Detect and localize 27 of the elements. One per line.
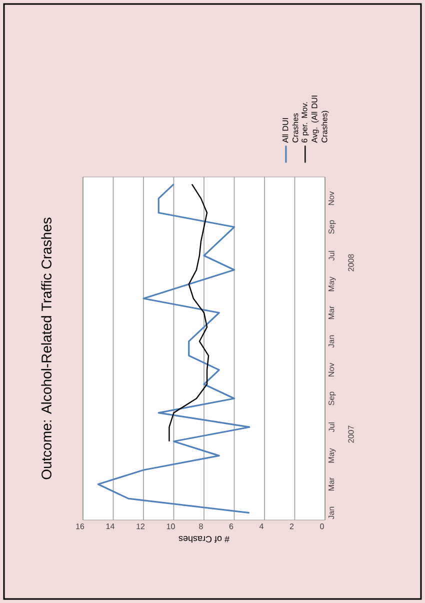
- y-tick-label: Sep: [328, 220, 336, 234]
- y-tick-label: Mar: [328, 306, 334, 319]
- y-tick-label: Jan: [328, 335, 334, 348]
- text: Outcome: Alcohol-Related Traffic Crashes: [41, 218, 52, 480]
- x-tick-label: 14: [106, 524, 114, 530]
- text: 6 per. Mov. Avg. (All DUI Crashes): [302, 96, 329, 143]
- y-tick-label: Sep: [328, 392, 336, 406]
- x-tick-label: 2: [290, 524, 294, 530]
- x-tick-label: 6: [229, 524, 234, 530]
- text: All DUI Crashes: [282, 113, 298, 143]
- x-tick-label: 12: [136, 524, 145, 530]
- y-tick-label: Mar: [328, 478, 334, 490]
- text: 2007: [348, 426, 354, 443]
- text: 2008: [348, 254, 354, 272]
- y-tick-label: Jan: [328, 506, 334, 520]
- x-tick-label: 4: [259, 524, 264, 530]
- y-tick-label: Nov: [328, 191, 334, 205]
- y-tick-label: May: [328, 276, 336, 292]
- x-tick-label: 8: [199, 524, 203, 530]
- x-tick-label: 10: [166, 524, 175, 530]
- x-axis-title: # of Crashes: [178, 536, 230, 543]
- x-tick-label: 0: [320, 524, 324, 530]
- y-tick-label: Jul: [328, 251, 334, 261]
- y-tick-label: Jul: [328, 422, 334, 432]
- x-tick-label: 16: [76, 524, 84, 530]
- y-tick-label: May: [328, 448, 336, 463]
- y-tick-label: Nov: [328, 362, 334, 376]
